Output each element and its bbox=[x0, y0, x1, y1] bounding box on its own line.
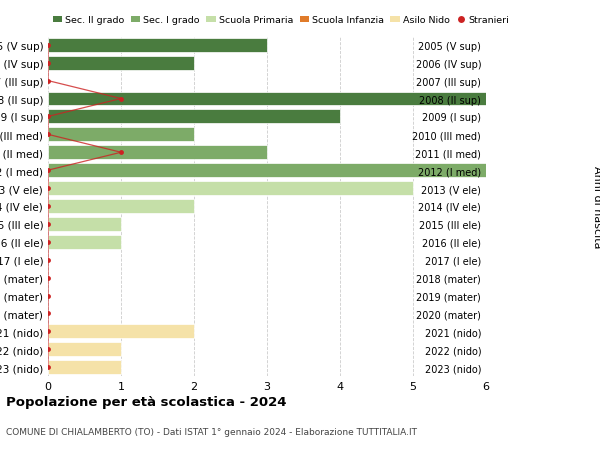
Bar bbox=[48, 325, 194, 339]
Bar bbox=[48, 128, 194, 142]
Bar bbox=[48, 110, 340, 124]
Text: COMUNE DI CHIALAMBERTO (TO) - Dati ISTAT 1° gennaio 2024 - Elaborazione TUTTITAL: COMUNE DI CHIALAMBERTO (TO) - Dati ISTAT… bbox=[6, 427, 417, 436]
Bar bbox=[48, 360, 121, 375]
Bar bbox=[48, 146, 267, 160]
Bar bbox=[48, 342, 121, 357]
Bar bbox=[48, 182, 413, 196]
Bar bbox=[48, 200, 194, 213]
Bar bbox=[48, 39, 267, 53]
Bar bbox=[48, 235, 121, 249]
Legend: Sec. II grado, Sec. I grado, Scuola Primaria, Scuola Infanzia, Asilo Nido, Stran: Sec. II grado, Sec. I grado, Scuola Prim… bbox=[53, 16, 509, 25]
Text: Popolazione per età scolastica - 2024: Popolazione per età scolastica - 2024 bbox=[6, 395, 287, 408]
Bar bbox=[48, 164, 559, 178]
Bar bbox=[48, 218, 121, 231]
Bar bbox=[48, 56, 194, 71]
Bar bbox=[48, 92, 559, 106]
Text: Anni di nascita: Anni di nascita bbox=[592, 165, 600, 248]
